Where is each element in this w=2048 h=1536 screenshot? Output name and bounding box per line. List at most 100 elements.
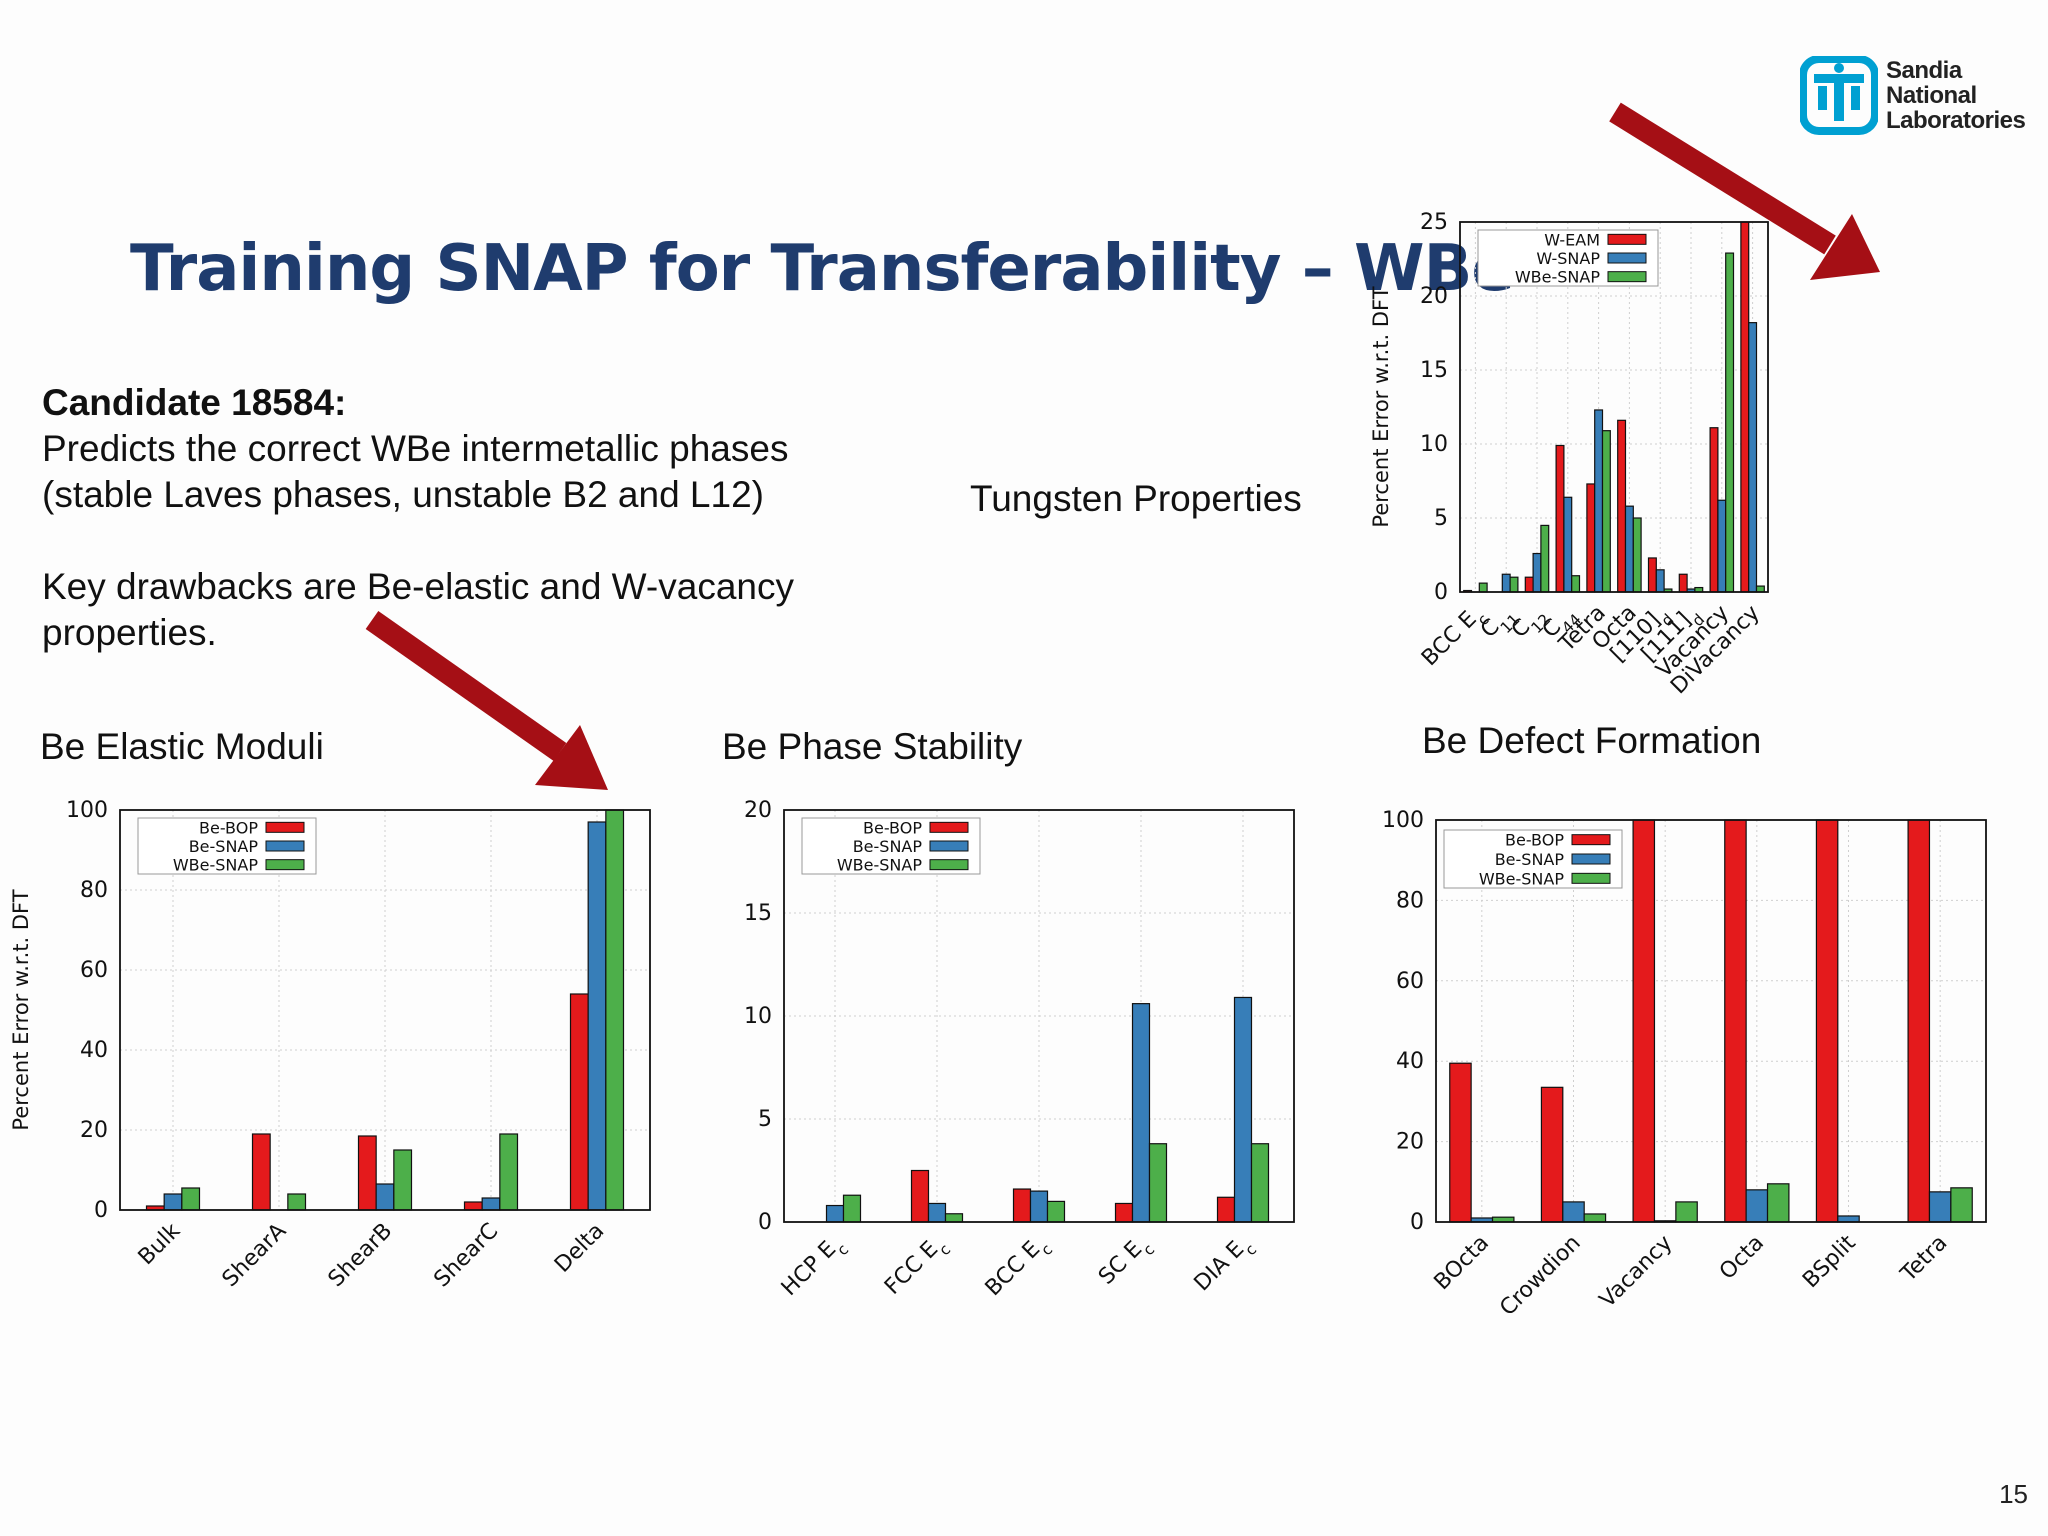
be-defect-chart-title: Be Defect Formation [1422, 720, 1762, 761]
be-elastic-bar-wbe-snap-1 [287, 1193, 307, 1211]
be-defect-xtick-label-2: Vacancy [1595, 1231, 1677, 1313]
be-elastic-ytick-label-2: 40 [80, 1038, 108, 1063]
be-phase-xtick-label-3: SC Ec [1094, 1231, 1158, 1295]
be-elastic-plot-frame [119, 809, 651, 1211]
be-phase-bar-be-snap-3 [1131, 1003, 1151, 1223]
be-phase-ytick-label-0: 0 [758, 1210, 772, 1235]
tungsten-bar-w-eam-5 [1617, 419, 1627, 593]
be-phase-bar-wbe-snap-3 [1148, 1143, 1168, 1223]
be-phase-legend-label-0: Be-BOP [863, 818, 922, 837]
be-elastic-ytick-label-4: 80 [80, 878, 108, 903]
be-defect-bar-be-bop-3 [1724, 819, 1747, 1223]
be-defect-bar-be-bop-2 [1632, 819, 1656, 1223]
be-defect-legend-label-2: WBe-SNAP [1479, 869, 1564, 888]
tungsten-ylabel: Percent Error w.r.t. DFT [1369, 286, 1393, 527]
be-phase-bar-be-bop-4 [1216, 1196, 1236, 1223]
logo-line-1: Sandia [1886, 57, 1962, 84]
be-elastic-legend-label-0: Be-BOP [199, 818, 258, 837]
be-phase-bar-wbe-snap-2 [1046, 1200, 1066, 1223]
tungsten-ytick-label-4: 20 [1420, 284, 1448, 309]
tungsten-bar-w-eam-4 [1586, 483, 1596, 593]
be-elastic-xtick-label-4: Delta [550, 1219, 609, 1278]
tungsten-chart-title: Tungsten Properties [970, 478, 1302, 519]
tungsten-bar-wbe-snap-3 [1571, 575, 1581, 593]
tungsten-ytick-label-2: 10 [1420, 432, 1448, 457]
tungsten-legend-label-2: WBe-SNAP [1515, 268, 1600, 287]
be-defect-ytick-label-5: 100 [1382, 808, 1424, 833]
be-defect-bar-wbe-snap-1 [1583, 1213, 1607, 1223]
be-defect-ytick-label-2: 40 [1396, 1049, 1424, 1074]
be-phase-legend-swatch-1 [929, 840, 969, 852]
be-defect-bar-be-snap-1 [1562, 1201, 1585, 1223]
tungsten-bar-wbe-snap-4 [1601, 430, 1611, 593]
be-phase-ytick-label-4: 20 [744, 798, 772, 823]
be-elastic-chart: 0 20 40 60 80 100 Bulk ShearA ShearB ShearC Delta P… [9, 798, 651, 1293]
tungsten-legend-swatch-0 [1607, 233, 1647, 245]
tungsten-bar-w-eam-6 [1647, 557, 1657, 593]
be-elastic-legend-swatch-2 [265, 859, 305, 871]
be-defect-bar-wbe-snap-5 [1950, 1187, 1973, 1223]
slide-title: Training SNAP for Transferability – WBe [130, 232, 1515, 306]
be-defect-xtick-label-1: Crowdion [1495, 1231, 1585, 1320]
be-phase-bar-wbe-snap-0 [842, 1194, 862, 1223]
tungsten-legend-label-0: W-EAM [1544, 230, 1600, 249]
be-phase-chart: 0 5 10 15 20 HCP Ec FCC Ec BCC Ec SC Ec DIA Ec Be-… [744, 798, 1295, 1306]
be-defect-legend-label-0: Be-BOP [1505, 831, 1564, 850]
tungsten-bar-w-eam-9 [1740, 221, 1750, 593]
be-elastic-legend-swatch-1 [265, 840, 305, 852]
tungsten-bar-wbe-snap-5 [1632, 517, 1642, 593]
tungsten-bar-w-snap-9 [1748, 322, 1758, 593]
tungsten-legend-label-1: W-SNAP [1536, 249, 1600, 268]
be-defect-bar-be-bop-0 [1449, 1062, 1472, 1223]
tungsten-bar-w-eam-3 [1555, 444, 1565, 593]
page-number: 15 [1999, 1479, 2028, 1509]
be-defect-legend-label-1: Be-SNAP [1495, 850, 1565, 869]
be-defect-ytick-label-3: 60 [1396, 969, 1424, 994]
be-defect-bar-wbe-snap-2 [1675, 1201, 1698, 1223]
be-elastic-bar-wbe-snap-0 [181, 1187, 201, 1211]
body-text: Candidate 18584: Predicts the correct WB… [42, 380, 942, 656]
be-defect-bar-be-snap-3 [1745, 1189, 1769, 1223]
be-defect-legend-swatch-2 [1571, 872, 1611, 884]
be-phase-bar-be-bop-1 [910, 1169, 930, 1223]
be-phase-ytick-label-3: 15 [744, 901, 772, 926]
tungsten-bar-w-snap-4 [1594, 409, 1604, 593]
be-defect-legend-swatch-0 [1571, 834, 1611, 846]
body-line-5: properties. [42, 612, 217, 653]
be-phase-ytick-label-1: 5 [758, 1107, 772, 1132]
logo-line-2: National [1886, 82, 1977, 109]
be-defect-xtick-label-5: Tetra [1896, 1231, 1953, 1288]
be-defect-plot-frame [1435, 819, 1987, 1223]
tungsten-ytick-label-5: 25 [1420, 210, 1448, 235]
be-phase-legend-label-1: Be-SNAP [853, 837, 923, 856]
tungsten-ytick-label-3: 15 [1420, 358, 1448, 383]
tungsten-bar-wbe-snap-0 [1478, 582, 1488, 593]
be-elastic-bar-be-snap-0 [163, 1193, 183, 1211]
be-elastic-bar-be-bop-4 [569, 993, 589, 1211]
tungsten-bar-w-snap-5 [1624, 505, 1634, 593]
be-phase-bar-be-snap-1 [927, 1202, 947, 1223]
be-elastic-bar-be-bop-1 [251, 1133, 271, 1211]
be-phase-xtick-label-0: HCP Ec [777, 1231, 852, 1306]
be-defect-legend-swatch-1 [1571, 853, 1611, 865]
be-elastic-bar-wbe-snap-3 [499, 1133, 519, 1211]
be-elastic-xtick-label-0: Bulk [134, 1218, 186, 1270]
be-defect-ytick-label-4: 80 [1396, 888, 1424, 913]
tungsten-bar-wbe-snap-2 [1540, 524, 1550, 593]
be-elastic-bar-be-snap-4 [587, 821, 607, 1211]
be-defect-bar-be-bop-1 [1540, 1086, 1564, 1223]
be-phase-ytick-label-2: 10 [744, 1004, 772, 1029]
be-defect-xtick-label-0: BOcta [1430, 1231, 1495, 1296]
be-phase-xtick-label-1: FCC Ec [880, 1231, 954, 1305]
be-elastic-ytick-label-1: 20 [80, 1118, 108, 1143]
be-elastic-bar-wbe-snap-4 [605, 809, 625, 1211]
logo-line-3: Laboratories [1886, 107, 2026, 134]
be-defect-chart: 0 20 40 60 80 100 BOcta Crowdion Vacancy Octa BSpl… [1382, 808, 1987, 1320]
be-elastic-legend-swatch-0 [265, 821, 305, 833]
be-elastic-xtick-label-2: ShearB [324, 1219, 398, 1293]
be-defect-ytick-label-0: 0 [1410, 1210, 1424, 1235]
